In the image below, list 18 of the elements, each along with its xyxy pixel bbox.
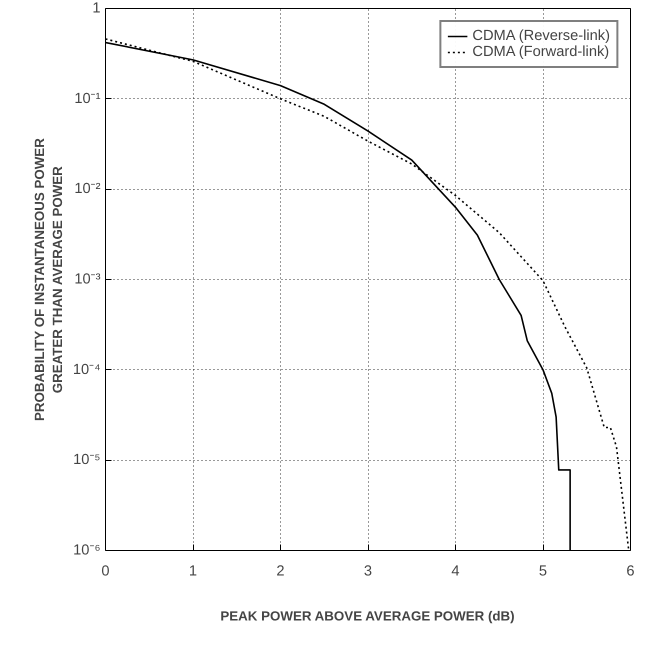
y-tick-label: 10⁻³: [74, 272, 101, 288]
legend-label: CDMA (Forward-link): [472, 44, 610, 60]
x-tick-label: 1: [188, 564, 198, 580]
x-tick-label: 3: [364, 564, 372, 580]
y-tick-label: 10⁻²: [74, 181, 101, 198]
y-tick-label: 10⁻⁶: [73, 542, 101, 558]
y-axis-title: PROBABILITY OF INSTANTANEOUS POWER GREATER THAN AVERAGE POWER: [32, 138, 65, 422]
y-tick-label: 10⁻¹: [74, 90, 101, 107]
y-tick-label: 10⁻⁴: [72, 362, 101, 378]
x-tick-label: 6: [626, 564, 635, 580]
x-tick-label: 2: [276, 564, 285, 580]
x-tick-label: 4: [451, 564, 460, 580]
y-tick-label: 1: [92, 0, 101, 16]
legend-label: CDMA (Reverse-link): [472, 28, 610, 44]
x-axis-title: PEAK POWER ABOVE AVERAGE POWER (dB): [220, 608, 515, 624]
y-tick-label: 10⁻⁵: [73, 452, 101, 468]
x-tick-label: 0: [101, 564, 110, 580]
x-tick-label: 5: [538, 564, 548, 580]
